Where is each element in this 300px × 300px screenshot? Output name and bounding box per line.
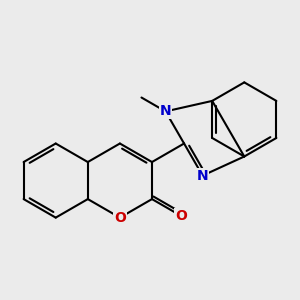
Text: N: N [197, 169, 208, 183]
Text: N: N [160, 104, 171, 118]
Text: O: O [175, 209, 187, 223]
Text: O: O [114, 211, 126, 225]
